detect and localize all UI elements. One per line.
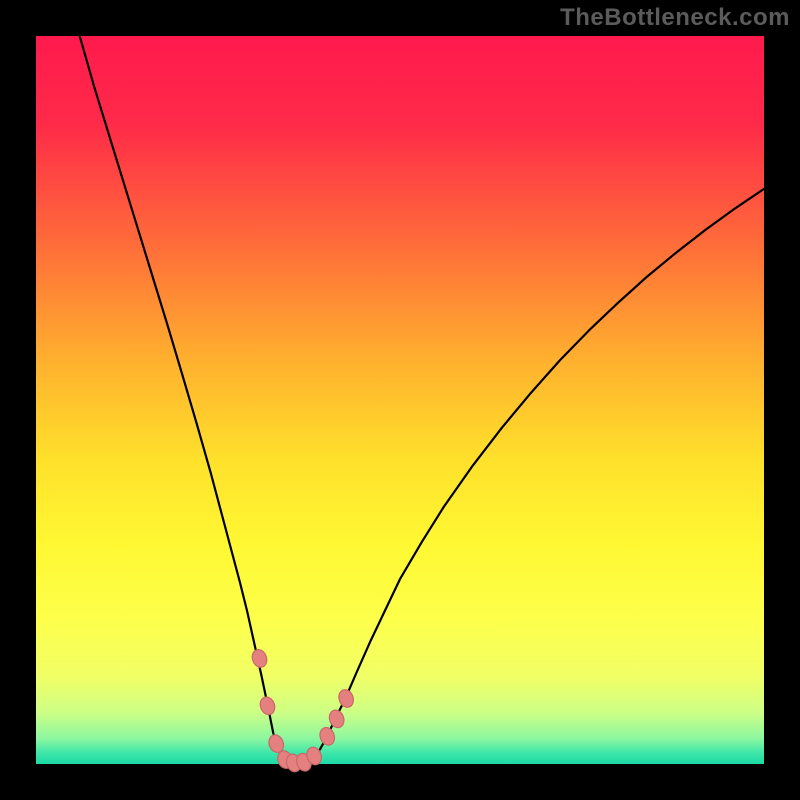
chart-container: TheBottleneck.com [0,0,800,800]
watermark-text: TheBottleneck.com [560,4,790,32]
plot-background [36,36,764,764]
bottleneck-curve-chart [0,0,800,800]
